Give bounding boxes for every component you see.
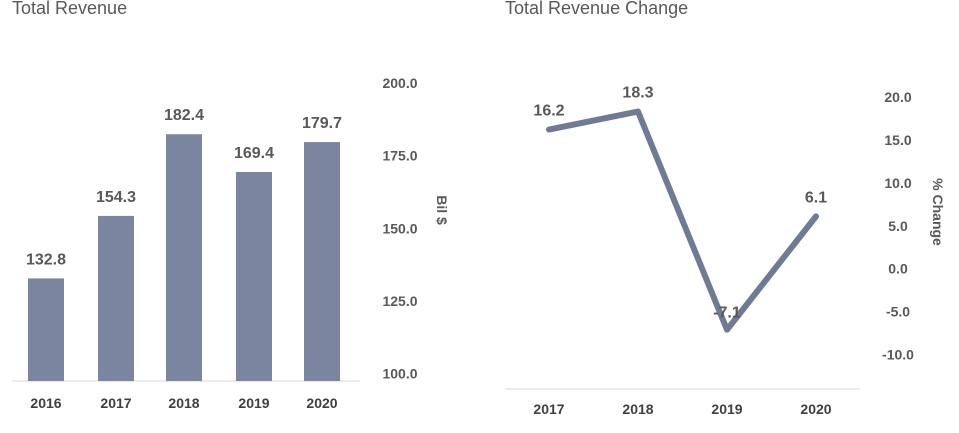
- line-category-label-2019: 2019: [711, 401, 742, 417]
- line-value-label-2018: 18.3: [622, 85, 653, 102]
- bar-y-axis-title: Bil $: [434, 195, 450, 225]
- bar-y-axis-ticks: 100.0 125.0 150.0 175.0 200.0: [382, 75, 417, 382]
- bar-category-label-2020: 2020: [306, 395, 337, 411]
- bar-y-tick-label: 175.0: [382, 148, 417, 164]
- bar-value-label-2016: 132.8: [26, 251, 66, 268]
- line-value-label-2017: 16.2: [533, 103, 564, 120]
- bar-2017: [98, 215, 134, 381]
- bar-y-tick-label: 200.0: [382, 75, 417, 91]
- bar-y-tick-label: 100.0: [382, 366, 417, 382]
- line-y-tick-label: -10.0: [882, 347, 914, 363]
- bar-y-tick-label: 150.0: [382, 220, 417, 236]
- bar-category-label-2017: 2017: [100, 395, 131, 411]
- bar-2016: [28, 278, 64, 381]
- bar-value-label-2019: 169.4: [234, 145, 274, 162]
- bar-category-label-2016: 2016: [30, 395, 61, 411]
- bar-category-label-2019: 2019: [238, 395, 269, 411]
- bar-2020: [304, 142, 340, 381]
- line-y-tick-label: 10.0: [884, 175, 911, 191]
- revenue-change-line: [546, 108, 819, 333]
- line-series: 16.2 2017 18.3 2018 -7.1 2019 6.1 2020: [533, 85, 831, 417]
- bar-value-label-2017: 154.3: [96, 189, 136, 206]
- line-y-axis-title: % Change: [930, 178, 946, 246]
- line-category-label-2017: 2017: [533, 401, 564, 417]
- line-y-tick-label: 20.0: [884, 89, 911, 105]
- line-y-axis-ticks: -10.0 -5.0 0.0 5.0 10.0 15.0 20.0: [882, 89, 914, 363]
- line-y-tick-label: 15.0: [884, 132, 911, 148]
- line-y-tick-label: 5.0: [888, 218, 908, 234]
- bar-2019: [236, 172, 272, 381]
- line-chart-title: Total Revenue Change: [505, 0, 688, 18]
- line-value-label-2020: 6.1: [805, 189, 827, 206]
- bar-2018: [166, 134, 202, 381]
- bar-y-tick-label: 125.0: [382, 293, 417, 309]
- bar-category-label-2018: 2018: [168, 395, 199, 411]
- line-y-tick-label: 0.0: [888, 261, 908, 277]
- bar-value-label-2020: 179.7: [302, 115, 342, 132]
- revenue-bar-chart: Total Revenue 132.8 2016 154.3 2017 182.4 201…: [12, 0, 450, 411]
- line-value-label-2019: -7.1: [713, 305, 741, 322]
- revenue-change-line-chart: Total Revenue Change 16.2 2017 18.3 2018 -7.…: [505, 0, 946, 417]
- bar-chart-title: Total Revenue: [12, 0, 127, 18]
- bar-value-label-2018: 182.4: [164, 107, 204, 124]
- bar-series: 132.8 2016 154.3 2017 182.4 2018 169.4 2019 179.…: [26, 107, 342, 411]
- line-category-label-2020: 2020: [800, 401, 831, 417]
- line-category-label-2018: 2018: [622, 401, 653, 417]
- line-y-tick-label: -5.0: [886, 304, 910, 320]
